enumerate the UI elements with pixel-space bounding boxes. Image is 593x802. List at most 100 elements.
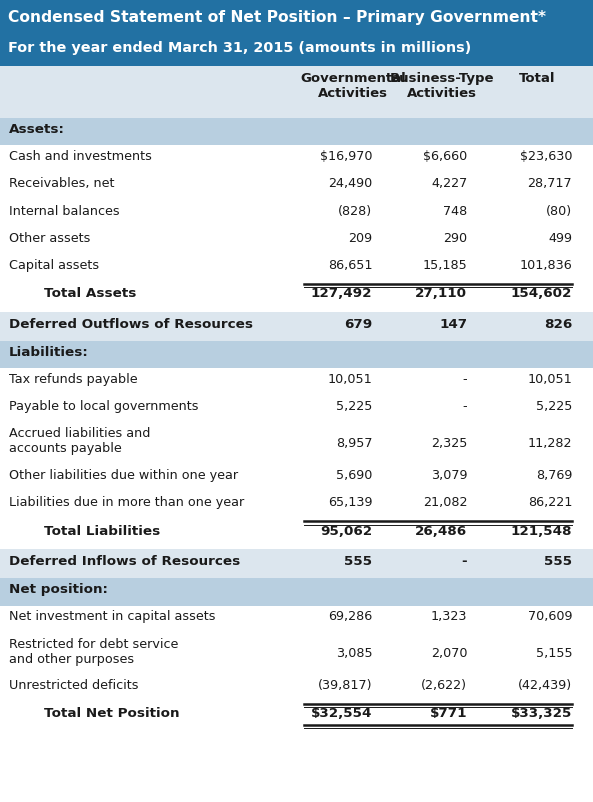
Text: $16,970: $16,970 (320, 150, 372, 163)
Text: Other assets: Other assets (9, 232, 90, 245)
Text: Business-Type
Activities: Business-Type Activities (390, 72, 494, 100)
Text: 826: 826 (544, 318, 572, 330)
Text: 101,836: 101,836 (519, 259, 572, 272)
Text: 10,051: 10,051 (328, 373, 372, 386)
Text: 555: 555 (345, 555, 372, 568)
Bar (0, 341, 593, 368)
Text: Net position:: Net position: (9, 583, 108, 596)
Text: 10,051: 10,051 (528, 373, 572, 386)
Bar (0, 633, 593, 674)
Text: Condensed Statement of Net Position – Primary Government*: Condensed Statement of Net Position – Pr… (8, 10, 546, 26)
Text: (80): (80) (546, 205, 572, 217)
Text: Liabilities due in more than one year: Liabilities due in more than one year (9, 496, 244, 509)
Bar (0, 578, 593, 606)
Bar (0, 118, 593, 145)
Bar (0, 312, 593, 341)
Text: 147: 147 (439, 318, 467, 330)
Bar (0, 145, 593, 172)
Text: (828): (828) (338, 205, 372, 217)
Text: 21,082: 21,082 (423, 496, 467, 509)
Text: 499: 499 (549, 232, 572, 245)
Text: Liabilities:: Liabilities: (9, 346, 88, 358)
Text: -: - (463, 400, 467, 413)
Text: -: - (462, 555, 467, 568)
Text: 748: 748 (443, 205, 467, 217)
Text: Restricted for debt service
and other purposes: Restricted for debt service and other pu… (9, 638, 178, 666)
Text: $32,554: $32,554 (311, 707, 372, 720)
Text: Deferred Outflows of Resources: Deferred Outflows of Resources (9, 318, 253, 330)
Bar (0, 0, 593, 66)
Text: Total Assets: Total Assets (44, 287, 137, 300)
Bar (0, 200, 593, 227)
Bar (0, 395, 593, 423)
Text: $6,660: $6,660 (423, 150, 467, 163)
Bar (0, 66, 593, 118)
Bar (0, 519, 593, 549)
Text: -: - (463, 373, 467, 386)
Bar (0, 368, 593, 395)
Bar (0, 702, 593, 732)
Text: 86,651: 86,651 (328, 259, 372, 272)
Text: 69,286: 69,286 (328, 610, 372, 623)
Text: $33,325: $33,325 (511, 707, 572, 720)
Text: 2,070: 2,070 (431, 647, 467, 660)
Text: 679: 679 (344, 318, 372, 330)
Text: 209: 209 (348, 232, 372, 245)
Text: 121,548: 121,548 (511, 525, 572, 537)
Bar (0, 227, 593, 254)
Bar (0, 172, 593, 200)
Bar (0, 254, 593, 282)
Text: Internal balances: Internal balances (9, 205, 120, 217)
Text: Receivables, net: Receivables, net (9, 177, 114, 190)
Text: 5,155: 5,155 (535, 647, 572, 660)
Text: 70,609: 70,609 (528, 610, 572, 623)
Text: Net investment in capital assets: Net investment in capital assets (9, 610, 215, 623)
Text: $771: $771 (430, 707, 467, 720)
Text: (42,439): (42,439) (518, 679, 572, 692)
Bar (0, 464, 593, 492)
Text: 8,769: 8,769 (536, 469, 572, 482)
Text: Capital assets: Capital assets (9, 259, 99, 272)
Bar (0, 282, 593, 312)
Text: 5,225: 5,225 (536, 400, 572, 413)
Text: 95,062: 95,062 (320, 525, 372, 537)
Text: 127,492: 127,492 (311, 287, 372, 300)
Text: Total: Total (518, 72, 555, 85)
Bar (0, 674, 593, 702)
Text: Total Net Position: Total Net Position (44, 707, 180, 720)
Text: 27,110: 27,110 (415, 287, 467, 300)
Text: 290: 290 (443, 232, 467, 245)
Text: 65,139: 65,139 (328, 496, 372, 509)
Text: 8,957: 8,957 (336, 437, 372, 450)
Text: Total Liabilities: Total Liabilities (44, 525, 161, 537)
Text: (2,622): (2,622) (421, 679, 467, 692)
Text: 26,486: 26,486 (415, 525, 467, 537)
Text: 2,325: 2,325 (431, 437, 467, 450)
Text: 4,227: 4,227 (431, 177, 467, 190)
Text: Other liabilities due within one year: Other liabilities due within one year (9, 469, 238, 482)
Text: Unrestricted deficits: Unrestricted deficits (9, 679, 138, 692)
Bar (0, 492, 593, 519)
Bar (0, 549, 593, 578)
Text: 86,221: 86,221 (528, 496, 572, 509)
Text: 24,490: 24,490 (328, 177, 372, 190)
Text: 11,282: 11,282 (528, 437, 572, 450)
Bar (0, 423, 593, 464)
Text: 28,717: 28,717 (528, 177, 572, 190)
Text: Governmental
Activities: Governmental Activities (300, 72, 406, 100)
Text: Cash and investments: Cash and investments (9, 150, 152, 163)
Text: For the year ended March 31, 2015 (amounts in millions): For the year ended March 31, 2015 (amoun… (8, 41, 471, 55)
Text: Accrued liabilities and
accounts payable: Accrued liabilities and accounts payable (9, 427, 150, 456)
Text: Tax refunds payable: Tax refunds payable (9, 373, 138, 386)
Text: 1,323: 1,323 (431, 610, 467, 623)
Text: Assets:: Assets: (9, 123, 65, 136)
Text: 154,602: 154,602 (511, 287, 572, 300)
Text: 3,079: 3,079 (431, 469, 467, 482)
Text: Payable to local governments: Payable to local governments (9, 400, 199, 413)
Text: 555: 555 (544, 555, 572, 568)
Text: 5,690: 5,690 (336, 469, 372, 482)
Text: $23,630: $23,630 (519, 150, 572, 163)
Text: (39,817): (39,817) (318, 679, 372, 692)
Bar (0, 606, 593, 633)
Text: 5,225: 5,225 (336, 400, 372, 413)
